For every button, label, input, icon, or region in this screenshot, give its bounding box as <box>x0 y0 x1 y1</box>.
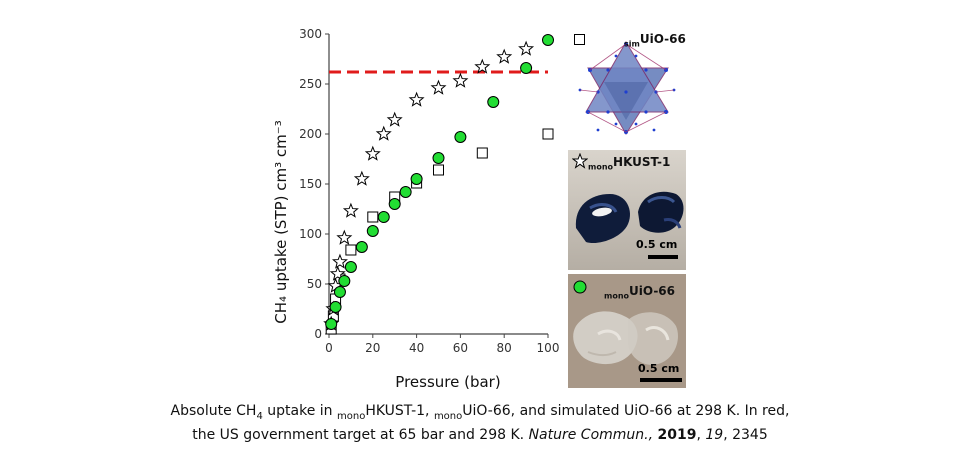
y-axis-title: CH₄ uptake (STP) cm³ cm⁻³ <box>272 120 290 323</box>
y-tick-label: 100 <box>299 227 322 241</box>
circle-marker-icon <box>573 280 587 294</box>
hkust1-point <box>386 111 403 127</box>
x-tick-label: 20 <box>365 341 380 355</box>
plot-area: 0 20 40 60 80 100 0 50 100 150 200 250 300 <box>299 27 559 355</box>
hkust1-point <box>430 79 447 95</box>
hkust1-monolith-photo <box>568 150 686 270</box>
square-marker-icon <box>574 34 585 45</box>
mono-uio66-point <box>333 286 346 298</box>
mono-uio66-point <box>338 275 351 287</box>
mono-uio66-point <box>366 225 379 237</box>
hkust1-point <box>342 202 359 218</box>
x-tick-label: 0 <box>325 341 333 355</box>
scale-bar-label: 0.5 cm <box>636 238 678 251</box>
caption-line-1: Absolute CH4 uptake in monoHKUST-1, mono… <box>170 403 790 422</box>
chart-svg: 0 20 40 60 80 100 0 50 100 150 200 250 300 Pressure… <box>272 27 559 391</box>
mono-uio66-panel: monoUiO-66 0.5 cm <box>568 274 686 388</box>
y-tick-label: 0 <box>314 327 322 341</box>
hkust1-panel: monoHKUST-1 0.5 cm <box>568 150 686 270</box>
x-tick-label: 40 <box>409 341 424 355</box>
y-tick-label: 250 <box>299 77 322 91</box>
sim-uio66-point <box>476 147 488 159</box>
mono-uio66-point <box>388 198 401 210</box>
mono-uio66-label: monoUiO-66 <box>604 284 675 301</box>
x-axis-title: Pressure (bar) <box>395 373 500 391</box>
scale-bar-label: 0.5 cm <box>638 362 680 375</box>
hkust1-point <box>375 125 392 141</box>
x-tick-label: 60 <box>453 341 468 355</box>
mono-uio66-point <box>520 62 533 74</box>
hkust1-point <box>364 145 381 161</box>
mono-uio66-point <box>487 96 500 108</box>
mono-uio66-point <box>410 173 423 185</box>
scale-bar <box>648 255 678 259</box>
x-tick-label: 80 <box>497 341 512 355</box>
hkust1-point <box>474 58 491 74</box>
uio66-framework-image <box>578 41 676 135</box>
x-tick-label: 100 <box>537 341 560 355</box>
sim-uio66-point <box>433 164 444 176</box>
mono-uio66-point <box>344 261 357 273</box>
hkust1-point <box>518 40 535 56</box>
hkust1-label: monoHKUST-1 <box>588 155 671 172</box>
hkust1-point <box>331 253 348 269</box>
sim-uio66-point <box>345 244 357 256</box>
y-tick-label: 50 <box>307 277 322 291</box>
hkust1-point <box>329 265 346 281</box>
y-tick-label: 200 <box>299 127 322 141</box>
y-tick-label: 150 <box>299 177 322 191</box>
y-tick-label: 300 <box>299 27 322 41</box>
sim-uio66-point <box>367 211 379 223</box>
hkust1-point <box>408 91 425 107</box>
caption-line-2: the US government target at 65 bar and 2… <box>192 426 768 443</box>
mono-uio66-point <box>329 301 342 313</box>
sim-uio66-panel: simUiO-66 <box>568 30 686 148</box>
mono-uio66-point <box>399 186 412 198</box>
figure-caption: Absolute CH4 uptake in monoHKUST-1, mono… <box>0 402 960 445</box>
mono-uio66-point <box>377 211 390 223</box>
hkust1-point <box>496 48 513 64</box>
scale-bar <box>640 378 682 382</box>
mono-uio66-point <box>355 241 368 253</box>
sim-uio66-point <box>542 128 554 140</box>
mono-uio66-point <box>542 34 554 46</box>
uio66-monolith-photo <box>568 274 686 388</box>
mono-uio66-point <box>432 152 445 164</box>
hkust1-point <box>353 170 370 186</box>
mono-uio66-point <box>454 131 467 143</box>
mono-uio66-point <box>325 318 338 330</box>
star-marker-icon <box>572 153 588 169</box>
hkust1-point <box>336 229 353 245</box>
sim-uio66-label: simUiO-66 <box>624 32 686 49</box>
hkust1-point <box>452 72 469 88</box>
